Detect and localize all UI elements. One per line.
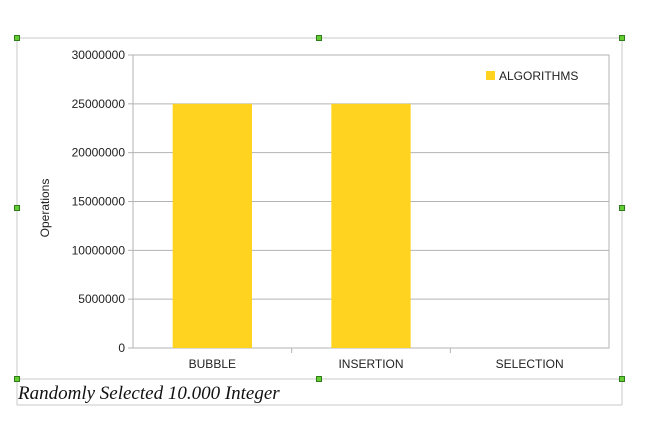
x-tick-label: INSERTION: [338, 357, 403, 371]
resize-handle-middle-left[interactable]: [14, 205, 20, 211]
legend-label: ALGORITHMS: [499, 69, 578, 83]
y-tick-label: 10000000: [72, 243, 126, 257]
resize-handle-top-center[interactable]: [316, 35, 322, 41]
resize-handle-top-left[interactable]: [14, 35, 20, 41]
selection-frame: [16, 37, 623, 380]
y-axis-ticks: 0 5000000 10000000 15000000 20000000 25000000…: [72, 48, 133, 355]
bar-insertion: [331, 103, 411, 348]
legend-swatch: [486, 71, 495, 80]
y-tick-label: 15000000: [72, 195, 126, 209]
x-tick-label: BUBBLE: [189, 357, 236, 371]
resize-handle-bottom-right[interactable]: [619, 376, 625, 382]
bar-bubble: [172, 103, 252, 348]
resize-handle-bottom-left[interactable]: [14, 376, 20, 382]
resize-handle-middle-right[interactable]: [619, 205, 625, 211]
y-tick-label: 25000000: [72, 97, 126, 111]
bars: [172, 103, 411, 348]
resize-handle-top-right[interactable]: [619, 35, 625, 41]
y-tick-label: 5000000: [78, 292, 125, 306]
resize-handle-bottom-center[interactable]: [316, 376, 322, 382]
x-tick-label: SELECTION: [496, 357, 564, 371]
y-tick-label: 20000000: [72, 146, 126, 160]
chart-caption: Randomly Selected 10.000 Integer: [18, 383, 280, 404]
y-tick-label: 0: [118, 341, 125, 355]
y-axis-label: Operations: [38, 179, 52, 238]
y-tick-label: 30000000: [72, 48, 126, 62]
legend: ALGORITHMS: [486, 69, 578, 83]
x-axis-ticks: BUBBLE INSERTION SELECTION: [189, 348, 564, 371]
